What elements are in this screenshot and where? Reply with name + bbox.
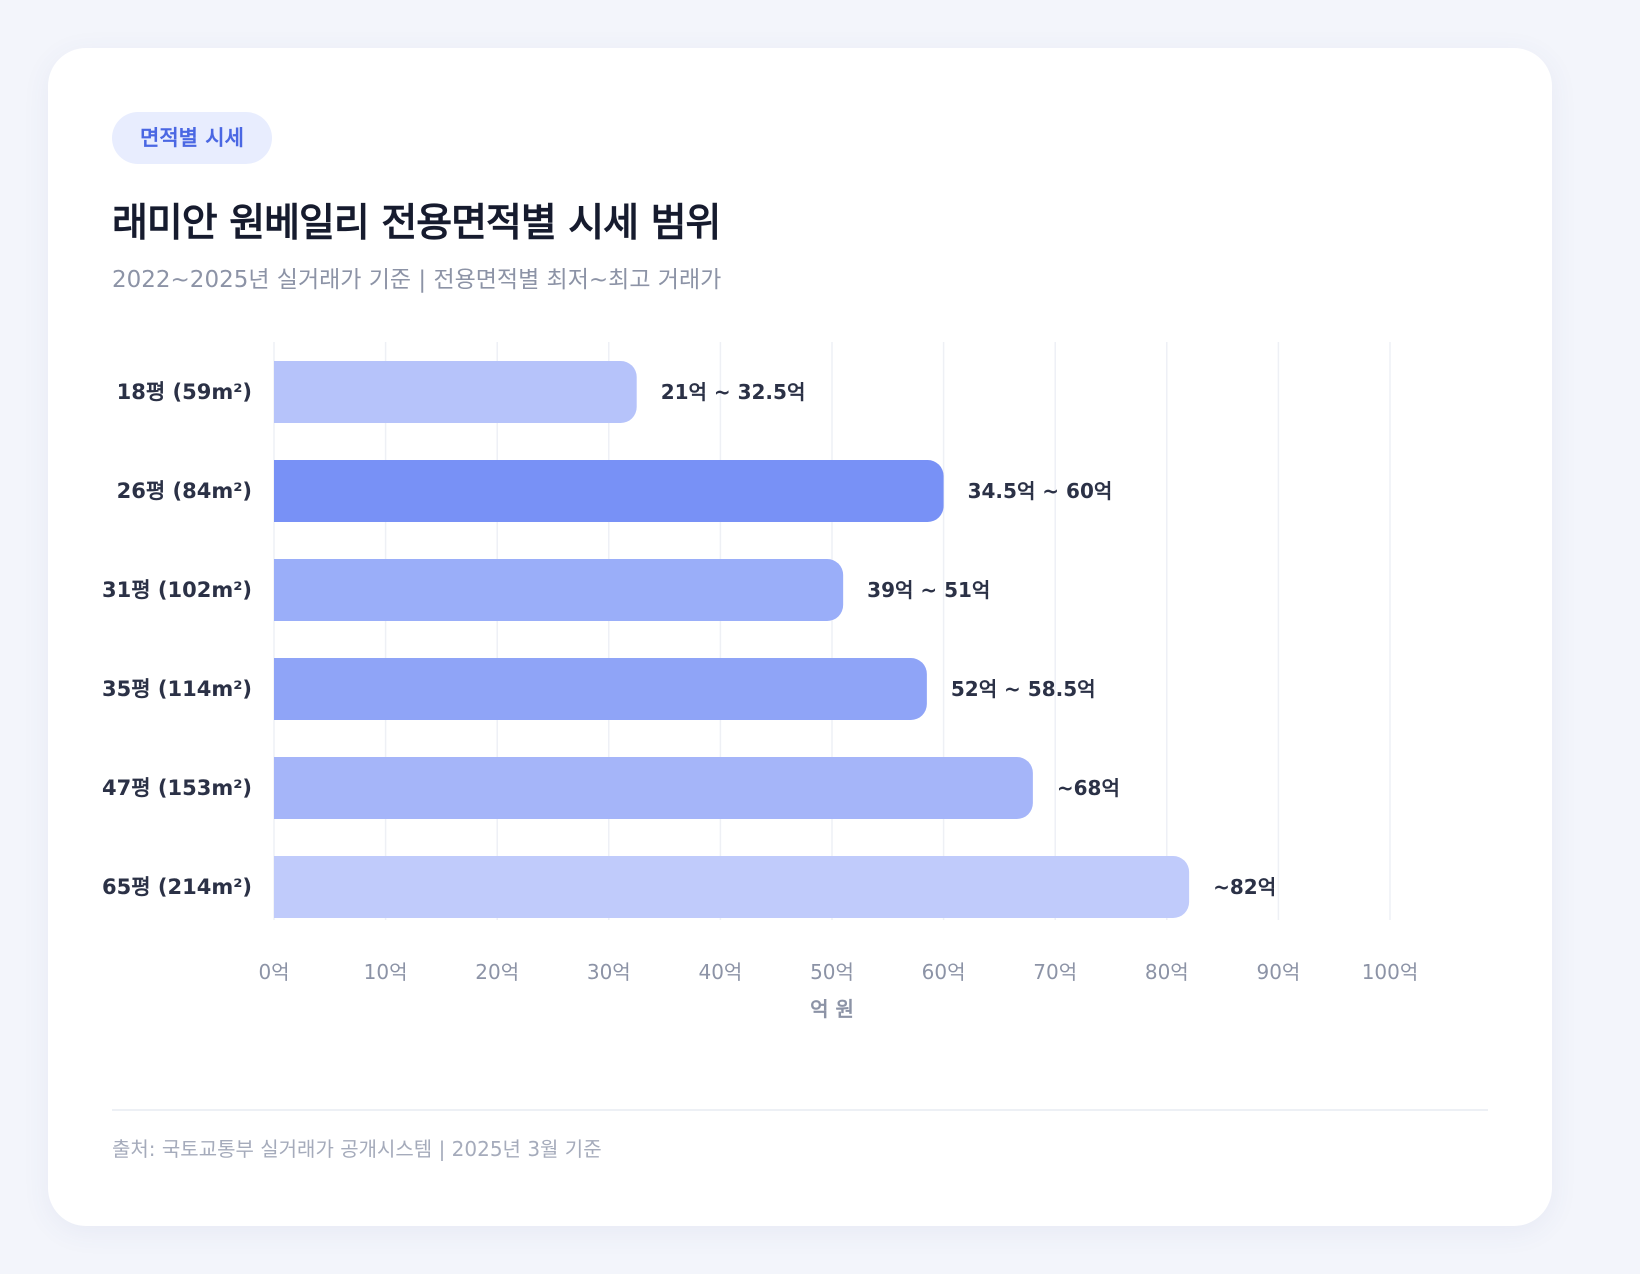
x-tick-label: 10억: [364, 960, 408, 984]
y-category-label: 18평 (59m²): [117, 380, 252, 404]
x-tick-label: 80억: [1145, 960, 1189, 984]
bar: [274, 757, 1033, 819]
x-axis-title: 억 원: [810, 997, 854, 1021]
y-category-label: 35평 (114m²): [102, 677, 252, 701]
bar-value-label: 21억 ~ 32.5억: [661, 380, 806, 404]
bar-value-label: 39억 ~ 51억: [867, 578, 990, 602]
bar: [274, 460, 944, 522]
footer-divider: [112, 1109, 1488, 1111]
bar: [274, 658, 927, 720]
x-tick-label: 90억: [1256, 960, 1300, 984]
x-tick-label: 70억: [1033, 960, 1077, 984]
x-tick-label: 20억: [475, 960, 519, 984]
x-tick-label: 50억: [810, 960, 854, 984]
x-tick-label: 30억: [587, 960, 631, 984]
bar-value-label: 52억 ~ 58.5억: [951, 677, 1096, 701]
bar-value-label: ~82억: [1213, 875, 1276, 899]
bar: [274, 856, 1190, 918]
y-category-label: 26평 (84m²): [117, 479, 252, 503]
bar-value-label: ~68억: [1057, 776, 1120, 800]
chart-subtitle: 2022~2025년 실거래가 기준 | 전용면적별 최저~최고 거래가: [112, 267, 722, 293]
category-badge: 면적별 시세: [112, 112, 272, 164]
chart-card: 면적별 시세 래미안 원베일리 전용면적별 시세 범위 2022~2025년 실…: [48, 48, 1552, 1226]
bar: [274, 559, 844, 621]
x-tick-label: 40억: [698, 960, 742, 984]
x-tick-label: 0억: [258, 960, 289, 984]
x-tick-label: 60억: [922, 960, 966, 984]
x-tick-label: 100억: [1362, 960, 1419, 984]
chart-title: 래미안 원베일리 전용면적별 시세 범위: [112, 201, 721, 246]
source-note: 출처: 국토교통부 실거래가 공개시스템 | 2025년 3월 기준: [112, 1137, 602, 1161]
y-category-label: 47평 (153m²): [102, 776, 252, 800]
y-category-label: 65평 (214m²): [102, 875, 252, 899]
bar-value-label: 34.5억 ~ 60억: [968, 479, 1113, 503]
y-category-label: 31평 (102m²): [102, 578, 252, 602]
bar: [274, 361, 637, 423]
